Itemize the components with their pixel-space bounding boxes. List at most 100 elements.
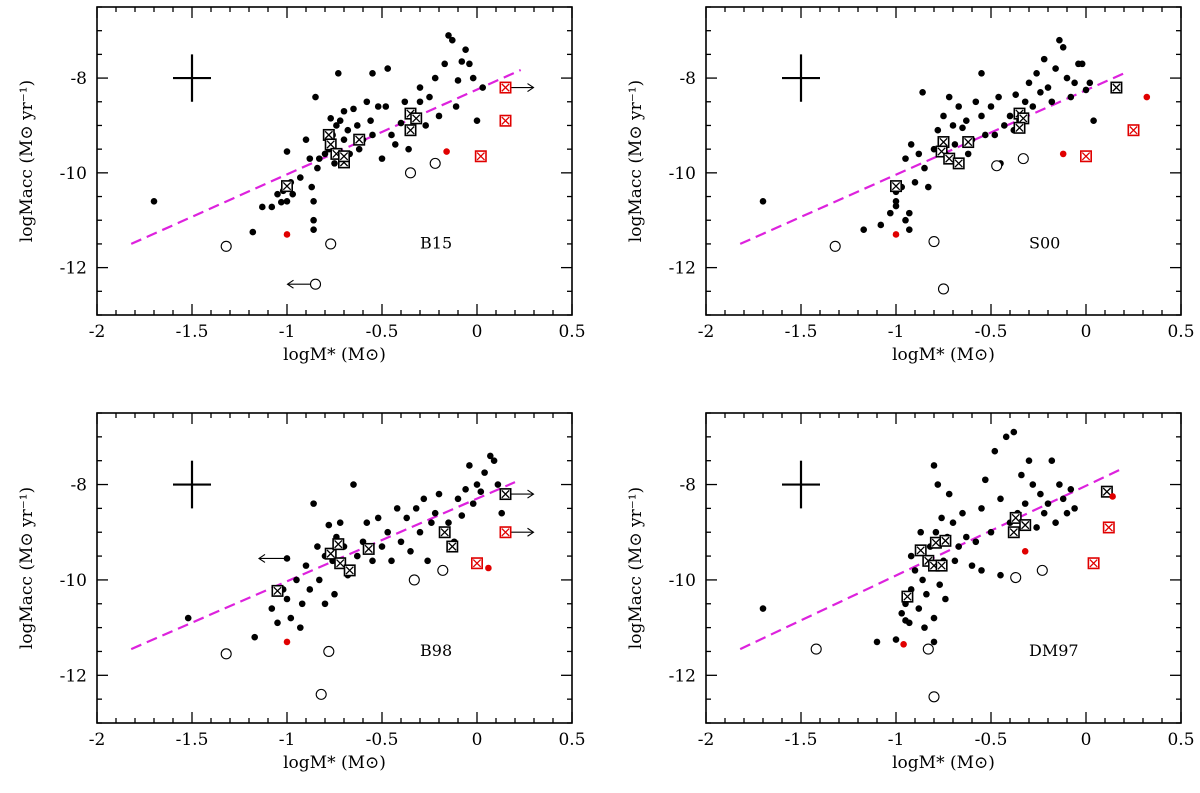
data-point-black-filled xyxy=(991,447,999,455)
data-point-black-boxcross xyxy=(914,544,927,557)
data-point-open xyxy=(325,238,337,250)
data-point-black-filled xyxy=(454,77,462,84)
data-point-open xyxy=(220,240,232,252)
data-point-black-filled xyxy=(350,481,357,488)
data-point-black-filled xyxy=(354,552,361,560)
data-point-black-boxcross xyxy=(939,534,952,547)
data-point-black-boxcross xyxy=(935,559,948,572)
data-point-black-filled xyxy=(978,505,985,512)
data-point-black-filled xyxy=(1082,86,1090,94)
data-point-black-filled xyxy=(1033,524,1040,531)
data-point-black-boxcross xyxy=(889,180,902,193)
model-label: B15 xyxy=(420,234,452,253)
data-point-black-filled xyxy=(892,197,900,205)
data-point-black-filled xyxy=(987,103,995,110)
data-point-black-filled xyxy=(378,155,386,162)
data-point-black-filled xyxy=(424,557,431,565)
data-point-red-boxcross xyxy=(499,114,512,127)
y-tick-label: -12 xyxy=(60,666,87,686)
data-point-black-filled xyxy=(283,148,291,155)
x-tick-label: 0 xyxy=(472,730,483,750)
data-point-black-filled xyxy=(363,519,371,526)
panel-b98: -2 -1.5 -1 -0.5 0 0.5 -12 -10 -8 logM* (M⊙) logMac… xyxy=(17,412,586,773)
x-axis-label: logM* (M⊙) xyxy=(892,753,995,773)
x-tick-label: 0.5 xyxy=(1167,322,1194,342)
data-point-black-filled xyxy=(274,619,281,627)
data-point-black-boxcross xyxy=(332,538,345,551)
x-tick-label: -1 xyxy=(279,730,296,750)
data-point-black-filled xyxy=(259,203,266,211)
data-point-black-filled xyxy=(923,590,930,598)
data-point-black-filled xyxy=(963,117,970,125)
limit-arrow xyxy=(258,554,287,563)
data-point-black-filled xyxy=(321,600,329,608)
data-point-black-filled xyxy=(466,462,473,469)
data-point-black-boxcross xyxy=(446,540,459,553)
x-tick-label: -1 xyxy=(888,322,905,342)
data-point-open xyxy=(928,236,940,248)
data-point-black-filled xyxy=(898,610,905,617)
data-point-black-filled xyxy=(363,98,371,106)
data-point-black-filled xyxy=(1078,60,1086,68)
data-point-black-filled xyxy=(1067,486,1075,493)
data-point-black-filled xyxy=(1063,509,1071,517)
data-point-black-boxcross xyxy=(271,584,284,597)
y-tick-label: -10 xyxy=(60,571,87,591)
data-point-black-filled xyxy=(1037,88,1044,96)
data-point-open xyxy=(829,240,841,252)
y-tick-label: -8 xyxy=(679,476,696,496)
x-tick-label: -1 xyxy=(888,730,905,750)
data-point-black-filled xyxy=(951,557,959,565)
data-point-black-filled xyxy=(930,638,938,646)
x-tick-label: 0 xyxy=(1081,730,1092,750)
data-point-black-filled xyxy=(150,197,158,205)
data-point-black-filled xyxy=(278,198,285,206)
data-point-black-filled xyxy=(335,70,342,77)
data-point-black-boxcross xyxy=(362,542,375,555)
data-point-black-filled xyxy=(892,636,900,643)
data-point-black-filled xyxy=(297,624,304,631)
data-point-black-filled xyxy=(487,452,494,460)
data-point-black-filled xyxy=(968,562,976,569)
x-tick-label: 0.5 xyxy=(1167,730,1194,750)
x-tick-label: -2 xyxy=(89,322,106,342)
data-point-black-filled xyxy=(283,197,291,205)
data-point-black-filled xyxy=(454,495,462,503)
data-point-black-filled xyxy=(982,131,989,139)
data-point-black-filled xyxy=(306,155,314,162)
data-point-black-boxcross xyxy=(438,526,451,539)
y-tick-label: -12 xyxy=(669,666,696,686)
data-point-black-filled xyxy=(1002,433,1010,441)
data-point-open xyxy=(922,643,934,655)
data-point-red-boxcross xyxy=(1127,124,1140,137)
y-tick-label: -12 xyxy=(60,259,87,279)
data-point-black-filled xyxy=(1048,457,1056,464)
data-point-black-filled xyxy=(249,228,257,236)
y-axis-label: logMacc (M⊙ yr⁻¹) xyxy=(626,487,646,649)
x-tick-label: -1.5 xyxy=(176,730,209,750)
data-point-black-filled xyxy=(388,557,395,565)
data-point-black-filled xyxy=(405,145,412,153)
data-point-black-filled xyxy=(435,490,443,498)
data-point-black-filled xyxy=(964,150,972,158)
data-point-black-filled xyxy=(1033,70,1040,77)
data-point-red-filled xyxy=(485,564,492,572)
data-point-black-filled xyxy=(481,469,488,476)
data-point-black-filled xyxy=(978,70,985,77)
data-point-black-filled xyxy=(310,197,317,205)
data-point-black-filled xyxy=(759,605,767,612)
y-tick-label: -10 xyxy=(669,571,696,591)
data-point-black-filled xyxy=(997,495,1004,503)
data-point-black-filled xyxy=(441,60,449,68)
data-point-black-filled xyxy=(355,145,363,153)
data-point-black-filled xyxy=(972,538,980,546)
data-point-black-filled xyxy=(1052,65,1059,72)
data-point-black-filled xyxy=(274,190,281,198)
data-point-black-boxcross xyxy=(1013,121,1026,134)
data-point-black-filled xyxy=(1040,55,1048,63)
data-point-black-filled xyxy=(906,226,913,234)
data-point-black-filled xyxy=(397,538,405,546)
y-tick-label: -10 xyxy=(60,164,87,184)
data-point-black-boxcross xyxy=(952,157,965,170)
plot-frame xyxy=(705,412,1182,724)
